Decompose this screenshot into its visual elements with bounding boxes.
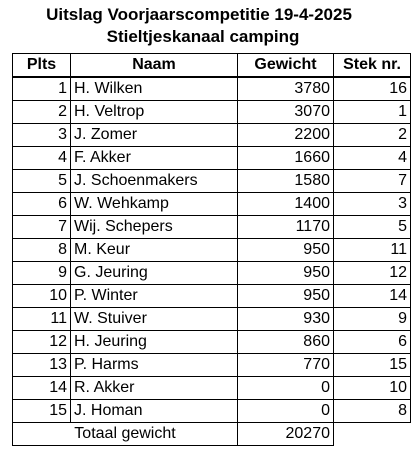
cell-name: R. Akker [70,376,238,400]
total-blank [334,423,411,446]
cell-place: 4 [12,146,71,170]
header-row: Plts Naam Gewicht Stek nr. [12,53,411,78]
cell-peg: 4 [333,146,411,170]
cell-weight: 1400 [237,192,334,216]
cell-weight: 1660 [237,146,334,170]
cell-place: 9 [12,261,71,285]
table-row: 5 J. Schoenmakers 1580 7 [12,169,411,193]
cell-weight: 0 [237,399,334,423]
total-label: Totaal gewicht [12,422,238,446]
header-name: Naam [70,53,238,78]
cell-weight: 860 [237,330,334,354]
total-row: Totaal gewicht 20270 [12,422,411,446]
cell-place: 13 [12,353,71,377]
table-row: 15 J. Homan 0 8 [12,399,411,423]
cell-peg: 7 [333,169,411,193]
page-title: Uitslag Voorjaarscompetitie 19-4-2025 [46,5,352,24]
table-row: 13 P. Harms 770 15 [12,353,411,377]
cell-name: J. Zomer [70,123,238,147]
table-row: 4 F. Akker 1660 4 [12,146,411,170]
cell-name: J. Homan [70,399,238,423]
results-table: Plts Naam Gewicht Stek nr. 1 H. Wilken 378… [12,53,411,446]
cell-name: P. Harms [70,353,238,377]
cell-weight: 950 [237,261,334,285]
cell-weight: 930 [237,307,334,331]
cell-name: H. Jeuring [70,330,238,354]
cell-name: W. Wehkamp [70,192,238,216]
cell-place: 10 [12,284,71,308]
table-row: 10 P. Winter 950 14 [12,284,411,308]
cell-peg: 6 [333,330,411,354]
cell-place: 12 [12,330,71,354]
table-row: 6 W. Wehkamp 1400 3 [12,192,411,216]
total-value: 20270 [237,422,334,446]
cell-place: 8 [12,238,71,262]
cell-name: H. Wilken [70,76,238,101]
cell-weight: 3780 [237,76,334,101]
cell-weight: 770 [237,353,334,377]
cell-name: Wij. Schepers [70,215,238,239]
cell-peg: 16 [333,76,411,101]
cell-name: P. Winter [70,284,238,308]
cell-place: 5 [12,169,71,193]
cell-peg: 3 [333,192,411,216]
header-weight: Gewicht [237,53,334,78]
cell-place: 1 [12,76,71,101]
table-row: 2 H. Veltrop 3070 1 [12,100,411,124]
table-row: 7 Wij. Schepers 1170 5 [12,215,411,239]
cell-place: 3 [12,123,71,147]
header-peg: Stek nr. [333,53,411,78]
cell-weight: 1580 [237,169,334,193]
cell-weight: 950 [237,284,334,308]
cell-name: G. Jeuring [70,261,238,285]
cell-name: F. Akker [70,146,238,170]
cell-place: 6 [12,192,71,216]
cell-place: 11 [12,307,71,331]
table-row: 14 R. Akker 0 10 [12,376,411,400]
table-row: 1 H. Wilken 3780 16 [12,76,411,101]
cell-peg: 10 [333,376,411,400]
cell-peg: 12 [333,261,411,285]
cell-name: J. Schoenmakers [70,169,238,193]
table-row: 3 J. Zomer 2200 2 [12,123,411,147]
cell-peg: 11 [333,238,411,262]
cell-peg: 1 [333,100,411,124]
cell-name: H. Veltrop [70,100,238,124]
cell-peg: 9 [333,307,411,331]
cell-weight: 2200 [237,123,334,147]
page-subtitle: Stieltjeskanaal camping [106,27,300,46]
cell-peg: 8 [333,399,411,423]
cell-peg: 15 [333,353,411,377]
cell-place: 7 [12,215,71,239]
cell-weight: 950 [237,238,334,262]
table-row: 12 H. Jeuring 860 6 [12,330,411,354]
table-row: 9 G. Jeuring 950 12 [12,261,411,285]
cell-weight: 1170 [237,215,334,239]
table-row: 11 W. Stuiver 930 9 [12,307,411,331]
cell-weight: 3070 [237,100,334,124]
cell-place: 15 [12,399,71,423]
cell-peg: 14 [333,284,411,308]
cell-name: W. Stuiver [70,307,238,331]
cell-name: M. Keur [70,238,238,262]
cell-place: 2 [12,100,71,124]
cell-peg: 5 [333,215,411,239]
cell-place: 14 [12,376,71,400]
table-row: 8 M. Keur 950 11 [12,238,411,262]
cell-weight: 0 [237,376,334,400]
cell-peg: 2 [333,123,411,147]
header-place: Plts [12,53,71,78]
